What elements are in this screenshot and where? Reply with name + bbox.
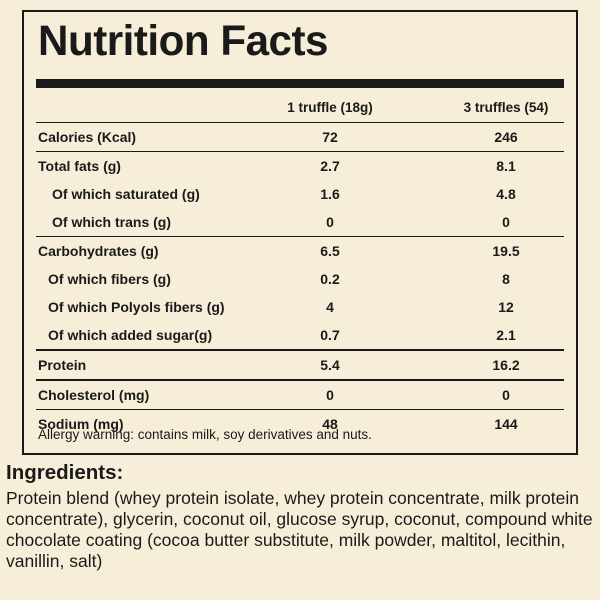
row-label: Of which Polyols fibers (g) bbox=[48, 299, 225, 315]
table-row-polyols-fibers: Of which Polyols fibers (g) 4 12 bbox=[36, 293, 564, 321]
column-header-three-truffles: 3 truffles (54) bbox=[463, 99, 549, 115]
row-label: Of which saturated (g) bbox=[52, 186, 200, 202]
nutrition-facts-panel: Nutrition Facts 1 truffle (18g) 3 truffl… bbox=[22, 10, 578, 455]
table-row-saturated: Of which saturated (g) 1.6 4.8 bbox=[36, 180, 564, 208]
row-label: Of which added sugar(g) bbox=[48, 327, 213, 343]
row-value-per-truffle: 72 bbox=[322, 129, 338, 145]
row-value-per-three-truffles: 0 bbox=[502, 214, 510, 230]
row-value-per-three-truffles: 8.1 bbox=[496, 158, 516, 174]
row-value-per-three-truffles: 12 bbox=[498, 299, 514, 315]
row-value-per-truffle: 0.7 bbox=[320, 327, 340, 343]
table-row-total-fats: Total fats (g) 2.7 8.1 bbox=[36, 152, 564, 180]
row-label: Protein bbox=[38, 357, 87, 373]
row-value-per-truffle: 6.5 bbox=[320, 243, 340, 259]
ingredients-heading: Ingredients: bbox=[6, 461, 124, 484]
table-row-added-sugar: Of which added sugar(g) 0.7 2.1 bbox=[36, 321, 564, 351]
row-value-per-three-truffles: 8 bbox=[502, 271, 510, 287]
row-value-per-truffle: 48 bbox=[322, 416, 338, 432]
row-value-per-three-truffles: 4.8 bbox=[496, 186, 516, 202]
table-row-fibers: Of which fibers (g) 0.2 8 bbox=[36, 265, 564, 293]
row-value-per-truffle: 0 bbox=[326, 387, 334, 403]
row-label: Total fats (g) bbox=[38, 158, 121, 174]
row-value-per-three-truffles: 144 bbox=[494, 416, 518, 432]
row-label: Of which fibers (g) bbox=[48, 271, 171, 287]
table-row-protein: Protein 5.4 16.2 bbox=[36, 351, 564, 381]
table-row-cholesterol: Cholesterol (mg) 0 0 bbox=[36, 381, 564, 410]
row-value-per-truffle: 5.4 bbox=[320, 357, 340, 373]
allergy-warning: Allergy warning: contains milk, soy deri… bbox=[38, 427, 372, 442]
row-value-per-three-truffles: 246 bbox=[494, 129, 518, 145]
row-value-per-truffle: 0 bbox=[326, 214, 334, 230]
row-value-per-three-truffles: 16.2 bbox=[492, 357, 520, 373]
table-row-sodium: Sodium (mg) 48 144 bbox=[36, 410, 564, 438]
ingredients-list: Protein blend (whey protein isolate, whe… bbox=[6, 488, 593, 571]
table-row-carbohydrates: Carbohydrates (g) 6.5 19.5 bbox=[36, 237, 564, 265]
row-value-per-truffle: 0.2 bbox=[320, 271, 340, 287]
row-value-per-truffle: 1.6 bbox=[320, 186, 340, 202]
table-row-trans: Of which trans (g) 0 0 bbox=[36, 208, 564, 237]
row-label: Sodium (mg) bbox=[38, 416, 124, 432]
row-label: Of which trans (g) bbox=[52, 214, 171, 230]
row-value-per-truffle: 2.7 bbox=[320, 158, 340, 174]
row-value-per-three-truffles: 0 bbox=[502, 387, 510, 403]
title-divider bbox=[36, 79, 564, 88]
table-header-row: 1 truffle (18g) 3 truffles (54) bbox=[36, 92, 564, 123]
nutrition-facts-title: Nutrition Facts bbox=[38, 17, 328, 65]
nutrition-table: 1 truffle (18g) 3 truffles (54) Calories… bbox=[36, 92, 564, 438]
row-value-per-truffle: 4 bbox=[326, 299, 334, 315]
row-label: Carbohydrates (g) bbox=[38, 243, 159, 259]
row-value-per-three-truffles: 2.1 bbox=[496, 327, 516, 343]
column-header-one-truffle: 1 truffle (18g) bbox=[287, 99, 373, 115]
row-label: Cholesterol (mg) bbox=[38, 387, 150, 403]
row-label: Calories (Kcal) bbox=[38, 129, 137, 145]
table-row-calories: Calories (Kcal) 72 246 bbox=[36, 123, 564, 152]
row-value-per-three-truffles: 19.5 bbox=[492, 243, 520, 259]
